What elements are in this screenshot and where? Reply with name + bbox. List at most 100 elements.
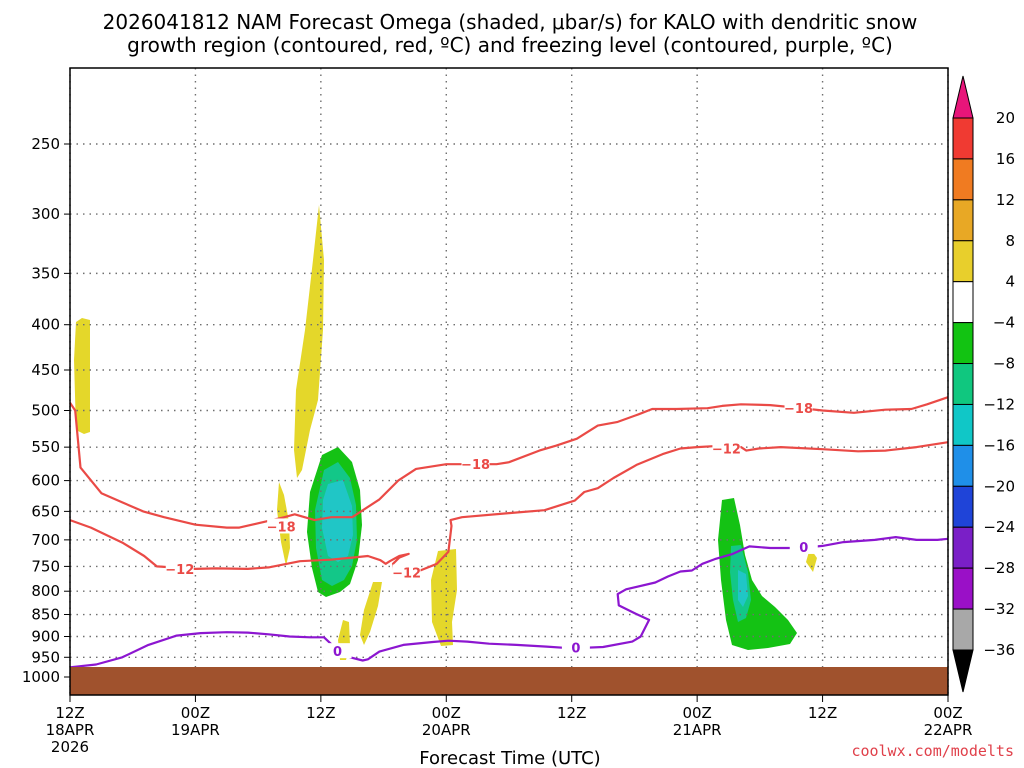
- colorbar-label-0: 20: [996, 109, 1015, 127]
- contour-line-1: [69, 441, 949, 572]
- contour-lines: [69, 396, 949, 669]
- colorbar-box-5: [952, 322, 974, 365]
- omega-shading: [74, 205, 817, 660]
- contour-label-9: 0: [571, 641, 580, 656]
- contour-label-bg-0: [267, 518, 296, 534]
- omega-region-upward-7: [806, 548, 817, 572]
- y-tick-label-500: 500: [31, 402, 60, 420]
- colorbar-box-9: [952, 485, 974, 528]
- colorbar-top-arrow: [952, 75, 974, 119]
- omega-region-upward-6: [431, 549, 457, 646]
- colorbar-box-3: [952, 240, 974, 283]
- omega-region-upward-1: [74, 318, 90, 434]
- contour-label-bg-3: [392, 564, 421, 580]
- x-tick-label-36-1: 20APR: [422, 721, 471, 739]
- grid-lines: [69, 68, 949, 695]
- colorbar-label-7: −12: [983, 395, 1015, 413]
- y-tick-label-350: 350: [31, 264, 60, 282]
- omega-region-upward-4: [360, 582, 382, 645]
- x-tick-label-84-0: 00Z: [933, 704, 962, 722]
- contour-label-bg-10: [789, 538, 818, 554]
- x-tick-label-60-0: 00Z: [682, 704, 711, 722]
- y-tick-label-1000: 1000: [22, 668, 60, 686]
- y-tick-label-600: 600: [31, 472, 60, 490]
- x-axis-label: Forecast Time (UTC): [419, 748, 600, 768]
- y-tick-label-750: 750: [31, 557, 60, 575]
- contour-label-bg-4: [712, 440, 741, 456]
- colorbar-label-12: −32: [983, 600, 1015, 618]
- colorbar-label-5: −4: [993, 314, 1015, 332]
- colorbar-box-10: [952, 526, 974, 569]
- omega-region-downward-2: [718, 498, 797, 650]
- x-tick-label-36-0: 00Z: [432, 704, 461, 722]
- contour-label-2: −18: [461, 458, 490, 473]
- x-tick-label-24-0: 12Z: [306, 704, 335, 722]
- contour-line-0: [69, 396, 949, 529]
- y-tick-label-250: 250: [31, 135, 60, 153]
- y-tick-label-800: 800: [31, 582, 60, 600]
- y-tick-label-300: 300: [31, 205, 60, 223]
- x-tick-label-12-1: 19APR: [171, 721, 220, 739]
- contour-label-bg-8: [323, 643, 352, 659]
- contour-label-4: −12: [712, 443, 741, 458]
- colorbar-label-4: 4: [1005, 273, 1015, 291]
- x-tick-label-12-0: 00Z: [181, 704, 210, 722]
- colorbar-box-7: [952, 403, 974, 446]
- colorbar-box-6: [952, 363, 974, 405]
- contour-label-10: 0: [799, 541, 808, 556]
- contour-label-bg-2: [461, 456, 490, 472]
- colorbar-label-13: −36: [983, 641, 1015, 659]
- contour-label-8: 0: [333, 645, 342, 660]
- contour-label-0: −18: [267, 520, 296, 535]
- colorbar-label-3: 8: [1005, 232, 1015, 250]
- contour-labels: −18 −12 −18 −12 −12 −18 0 0 0: [165, 400, 818, 660]
- credit-text: coolwx.com/modelts: [851, 742, 1014, 760]
- contour-label-bg-5: [784, 400, 813, 416]
- colorbar-label-2: 12: [996, 191, 1015, 209]
- omega-region-downward-max-1: [322, 480, 353, 562]
- contour-label-bg-9: [561, 639, 590, 655]
- omega-region-downward-max-2: [738, 570, 748, 607]
- colorbar-label-6: −8: [993, 355, 1015, 373]
- contour-label-5: −18: [784, 402, 813, 417]
- y-tick-label-450: 450: [31, 361, 60, 379]
- plot-frame: [69, 67, 949, 696]
- colorbar-label-10: −24: [983, 518, 1015, 536]
- colorbar-label-1: 16: [996, 150, 1015, 168]
- colorbar-legend: 20 16 12 8 4 −4 −8 −12 −16 −20 −24 −28 −32 −36: [952, 75, 1015, 693]
- colorbar-box-8: [952, 444, 974, 487]
- colorbar-label-9: −20: [983, 477, 1015, 495]
- x-tick-label-48-0: 12Z: [557, 704, 586, 722]
- colorbar-box-4: [952, 281, 974, 324]
- omega-region-upward-2: [294, 205, 324, 478]
- colorbar-label-8: −16: [983, 436, 1015, 454]
- x-tick-label-0-2: 2026: [51, 738, 89, 756]
- y-tick-label-850: 850: [31, 606, 60, 624]
- ground-surface: [70, 667, 948, 695]
- y-tick-label-950: 950: [31, 648, 60, 666]
- y-tick-label-400: 400: [31, 316, 60, 334]
- y-tick-label-550: 550: [31, 438, 60, 456]
- y-tick-label-650: 650: [31, 502, 60, 520]
- colorbar-label-11: −28: [983, 559, 1015, 577]
- colorbar-box-11: [952, 567, 974, 610]
- x-tick-label-0-0: 12Z: [55, 704, 84, 722]
- colorbar-box-12: [952, 608, 974, 651]
- x-tick-label-84-1: 22APR: [924, 721, 973, 739]
- y-tick-label-900: 900: [31, 627, 60, 645]
- contour-label-bg-1: [165, 560, 194, 576]
- x-tick-label-0-1: 18APR: [46, 721, 95, 739]
- chart-title-line-1: 2026041812 NAM Forecast Omega (shaded, μ…: [103, 10, 918, 34]
- colorbar-box-1: [952, 158, 974, 201]
- contour-label-3: −12: [392, 566, 421, 581]
- y-axis-ticks: 250 300 350 400 450 500 550 600 650 700 750 800 850 9…: [22, 135, 70, 686]
- colorbar-bottom-arrow: [952, 649, 974, 693]
- contour-line-2: [69, 536, 949, 669]
- y-tick-label-700: 700: [31, 531, 60, 549]
- x-tick-label-72-0: 12Z: [808, 704, 837, 722]
- x-tick-label-60-1: 21APR: [673, 721, 722, 739]
- contour-label-1: −12: [165, 563, 194, 578]
- colorbar-box-0: [952, 117, 974, 160]
